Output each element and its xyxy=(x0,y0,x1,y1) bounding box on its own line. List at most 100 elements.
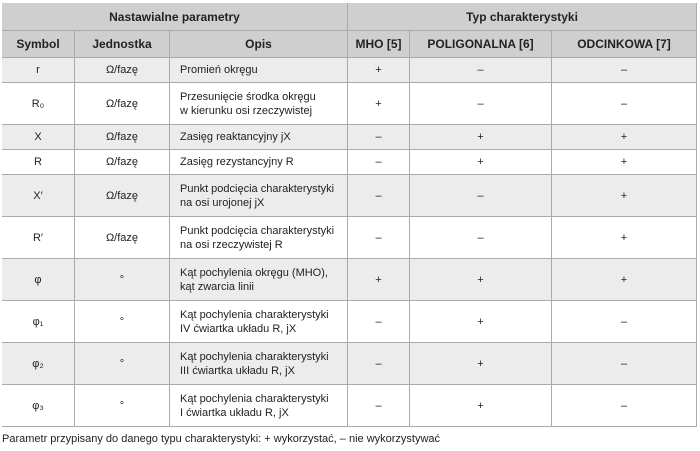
odcinkowa-text: – xyxy=(620,399,628,412)
poligonalna-text: – xyxy=(477,231,484,244)
column-header-text: Symbol xyxy=(16,37,60,51)
poligonalna-text: + xyxy=(477,131,484,143)
table-cell: Promień okręgu xyxy=(170,58,348,83)
unit-text: ° xyxy=(119,315,125,328)
column-header-text: POLIGONALNA [6] xyxy=(427,37,534,51)
table-cell: φ₁ xyxy=(2,301,75,343)
mho-text: – xyxy=(375,131,382,143)
table-cell: ° xyxy=(75,301,170,343)
table-cell: – xyxy=(552,343,697,385)
description-line: Promień okręgu xyxy=(180,64,258,76)
table-cell: – xyxy=(410,175,552,217)
table-cell: ° xyxy=(75,259,170,301)
table-cell: + xyxy=(410,385,552,427)
table-cell: + xyxy=(410,301,552,343)
symbol-text: φ₂ xyxy=(32,357,44,370)
mho-text: – xyxy=(375,399,382,412)
description-line: kąt zwarcia linii xyxy=(180,280,254,293)
odcinkowa-text: + xyxy=(620,231,628,244)
poligonalna-text: + xyxy=(477,315,484,328)
odcinkowa-text: + xyxy=(620,131,628,143)
odcinkowa-text: + xyxy=(620,189,628,202)
group-header: Typ charakterystyki xyxy=(348,3,697,31)
unit-text: ° xyxy=(119,399,125,412)
symbol-text: X xyxy=(34,131,42,143)
poligonalna-text: + xyxy=(477,399,484,412)
poligonalna-text: – xyxy=(477,189,484,202)
description-line: Punkt podcięcia charakterystyki xyxy=(180,224,335,237)
column-header: MHO [5] xyxy=(348,31,410,58)
table-cell: + xyxy=(552,217,697,259)
description-line: Kąt pochylenia charakterystyki xyxy=(180,308,329,321)
unit-text: ° xyxy=(119,273,125,286)
mho-text: + xyxy=(375,97,382,110)
table-cell: Ω/fazę xyxy=(75,58,170,83)
table-cell: Punkt podcięcia charakterystyki na osi rz… xyxy=(170,217,348,259)
table-cell: + xyxy=(552,125,697,150)
column-header-text: Jednostka xyxy=(92,37,152,51)
table-cell: φ₃ xyxy=(2,385,75,427)
table-cell: + xyxy=(410,343,552,385)
table-cell: X′ xyxy=(2,175,75,217)
description-line: Kąt pochylenia okręgu (MHO), xyxy=(180,266,328,279)
odcinkowa-text: – xyxy=(620,64,628,76)
mho-text: – xyxy=(375,357,382,370)
column-header-text: MHO [5] xyxy=(355,37,402,51)
table-cell: ° xyxy=(75,385,170,427)
description-line: Kąt pochylenia charakterystyki xyxy=(180,392,329,405)
description-line: Przesunięcie środka okręgu xyxy=(180,90,316,103)
table-cell: Ω/fazę xyxy=(75,150,170,175)
table-cell: Ω/fazę xyxy=(75,125,170,150)
mho-text: – xyxy=(375,156,382,168)
symbol-text: R′ xyxy=(32,231,43,244)
table-cell: Ω/fazę xyxy=(75,217,170,259)
column-header: ODCINKOWA [7] xyxy=(552,31,697,58)
poligonalna-text: – xyxy=(477,64,484,76)
table-cell: – xyxy=(348,217,410,259)
table-cell: – xyxy=(552,58,697,83)
table-cell: R xyxy=(2,150,75,175)
description-line: III ćwiartka układu R, jX xyxy=(180,364,295,377)
symbol-text: R xyxy=(34,156,42,168)
unit-text: Ω/fazę xyxy=(105,189,139,202)
poligonalna-text: – xyxy=(477,97,484,110)
odcinkowa-text: – xyxy=(620,97,628,110)
table-cell: Zasięg rezystancyjny R xyxy=(170,150,348,175)
mho-text: – xyxy=(375,231,382,244)
table-cell: + xyxy=(552,259,697,301)
table-cell: – xyxy=(348,175,410,217)
table-cell: R₀ xyxy=(2,83,75,125)
table-cell: Kąt pochylenia charakterystyki III ćwiart… xyxy=(170,343,348,385)
unit-text: Ω/fazę xyxy=(105,97,139,110)
odcinkowa-text: + xyxy=(620,273,628,286)
table-cell: – xyxy=(348,385,410,427)
symbol-text: φ₁ xyxy=(32,315,44,328)
description-line: na osi rzeczywistej R xyxy=(180,238,283,251)
table-cell: ° xyxy=(75,343,170,385)
description-line: Zasięg reaktancyjny jX xyxy=(180,131,291,143)
table-cell: Przesunięcie środka okręgu w kierunku osi… xyxy=(170,83,348,125)
table-cell: – xyxy=(410,217,552,259)
table-cell: + xyxy=(348,83,410,125)
table-cell: – xyxy=(552,301,697,343)
poligonalna-text: + xyxy=(477,273,484,286)
table-cell: φ₂ xyxy=(2,343,75,385)
table-cell: + xyxy=(348,259,410,301)
symbol-text: X′ xyxy=(33,189,43,202)
symbol-text: φ xyxy=(34,273,42,286)
table-cell: + xyxy=(348,58,410,83)
column-header: Jednostka xyxy=(75,31,170,58)
symbol-text: R₀ xyxy=(31,97,45,110)
table-cell: + xyxy=(552,175,697,217)
table-cell: Zasięg reaktancyjny jX xyxy=(170,125,348,150)
description-line: Kąt pochylenia charakterystyki xyxy=(180,350,329,363)
description-line: na osi urojonej jX xyxy=(180,196,265,209)
table-cell: – xyxy=(348,301,410,343)
column-header: Opis xyxy=(170,31,348,58)
table-cell: Ω/fazę xyxy=(75,175,170,217)
table-cell: Punkt podcięcia charakterystyki na osi ur… xyxy=(170,175,348,217)
table-cell: r xyxy=(2,58,75,83)
column-header-text: ODCINKOWA [7] xyxy=(577,37,671,51)
symbol-text: φ₃ xyxy=(32,399,44,412)
